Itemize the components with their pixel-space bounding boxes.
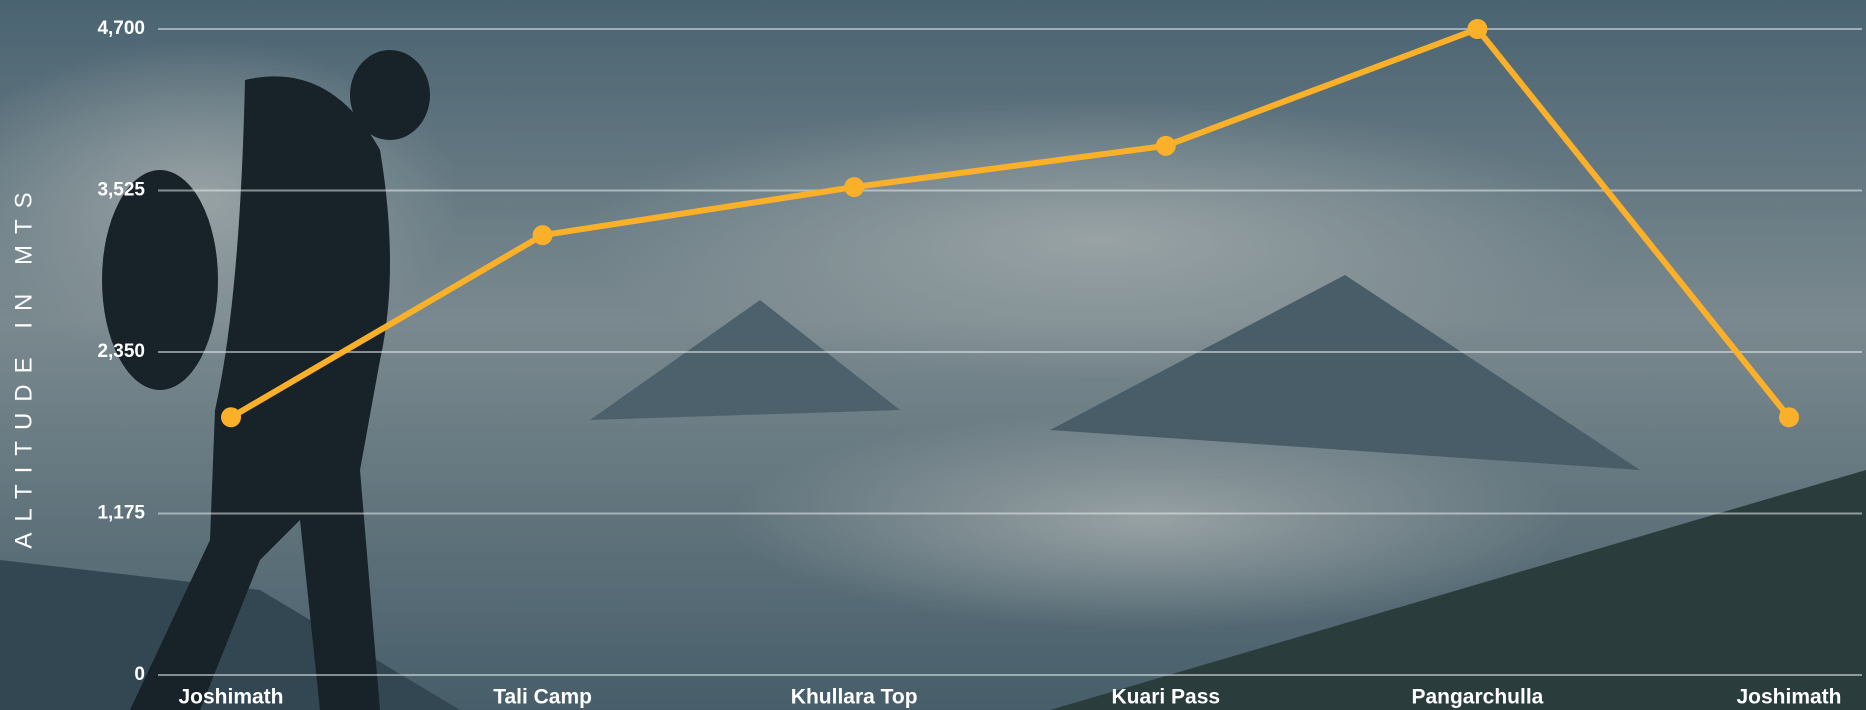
y-tick-label: 1,175 [97, 503, 145, 524]
x-tick-label: Khullara Top [791, 686, 918, 709]
y-tick-label: 3,525 [97, 180, 145, 201]
x-tick-label: Pangarchulla [1411, 686, 1543, 709]
point [1467, 19, 1488, 39]
y-tick-label: 2,350 [97, 341, 145, 362]
x-tick-label: Tali Camp [493, 686, 592, 709]
mountain [1050, 275, 1640, 470]
x-tick-label: Joshimath [178, 686, 283, 709]
y-tick-label: 4,700 [97, 18, 145, 39]
y-axis-label: ALTITUDE IN MTS [10, 181, 37, 548]
point [844, 177, 865, 198]
point [221, 407, 241, 428]
point [1779, 407, 1799, 428]
line [229, 26, 1792, 420]
point [1155, 135, 1176, 156]
hillside [1050, 470, 1866, 710]
y-tick-label: 0 [134, 664, 145, 685]
mountain [590, 300, 900, 420]
hiker-silhouette [102, 50, 430, 710]
cloud [730, 410, 1570, 630]
x-tick-label: Joshimath [1736, 686, 1841, 709]
point [532, 225, 553, 246]
x-tick-label: Kuari Pass [1112, 686, 1221, 709]
